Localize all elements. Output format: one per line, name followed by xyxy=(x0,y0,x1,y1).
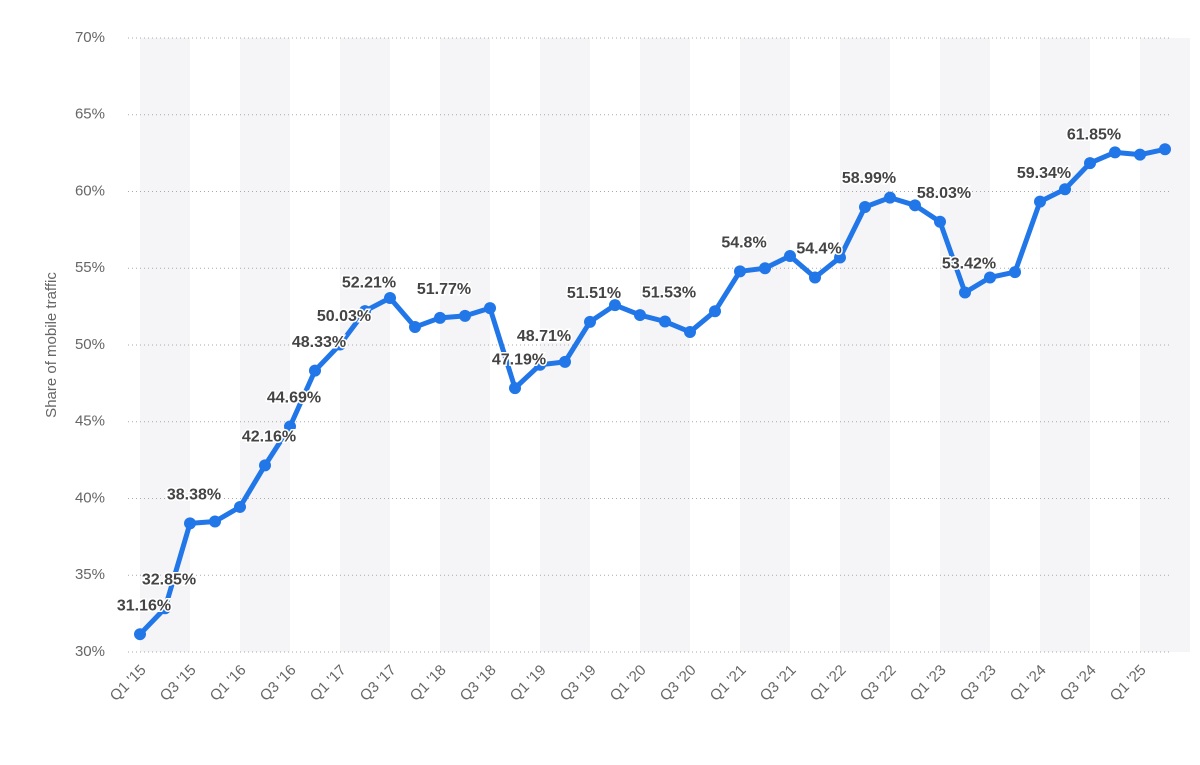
data-label: 51.77% xyxy=(417,281,471,298)
x-tick-label: Q1 '20 xyxy=(607,662,650,705)
marker xyxy=(1159,143,1171,156)
data-label: 48.71% xyxy=(517,328,571,345)
marker xyxy=(709,305,721,318)
data-label: 54.4% xyxy=(796,241,841,258)
y-tick-label: 30% xyxy=(75,643,105,660)
marker xyxy=(809,271,821,284)
x-tick-label: Q3 '20 xyxy=(657,662,700,705)
marker xyxy=(884,191,896,204)
y-tick-label: 55% xyxy=(75,259,105,276)
x-tick-label: Q3 '23 xyxy=(957,662,1000,705)
marker xyxy=(1034,195,1046,208)
marker xyxy=(534,358,546,371)
marker xyxy=(784,249,796,262)
marker xyxy=(309,364,321,377)
marker xyxy=(434,311,446,324)
marker xyxy=(384,292,396,305)
marker xyxy=(759,262,771,275)
data-label: 50.03% xyxy=(317,308,371,325)
marker xyxy=(209,515,221,528)
y-tick-label: 40% xyxy=(75,489,105,506)
data-label: 59.34% xyxy=(1017,165,1071,182)
x-tick-label: Q1 '22 xyxy=(807,662,850,705)
y-tick-label: 65% xyxy=(75,106,105,123)
marker xyxy=(259,459,271,472)
y-axis-label: Share of mobile traffic xyxy=(43,272,60,418)
y-tick-label: 70% xyxy=(75,29,105,46)
data-label: 51.51% xyxy=(567,285,621,302)
marker xyxy=(909,199,921,212)
data-label: 44.69% xyxy=(267,390,321,407)
x-tick-label: Q3 '21 xyxy=(757,662,800,705)
marker xyxy=(234,500,246,513)
marker xyxy=(1009,266,1021,279)
data-label: 32.85% xyxy=(142,571,196,588)
x-tick-label: Q3 '15 xyxy=(157,662,200,705)
x-tick-label: Q1 '25 xyxy=(1107,662,1150,705)
data-label: 48.33% xyxy=(292,334,346,351)
x-tick-label: Q3 '19 xyxy=(557,662,600,705)
data-label: 52.21% xyxy=(342,274,396,291)
x-tick-label: Q3 '16 xyxy=(257,662,300,705)
x-tick-label: Q3 '24 xyxy=(1057,662,1100,705)
marker xyxy=(984,271,996,284)
marker xyxy=(859,201,871,214)
x-tick-label: Q1 '23 xyxy=(907,662,950,705)
marker xyxy=(284,420,296,433)
marker xyxy=(584,315,596,328)
marker xyxy=(334,338,346,351)
x-tick-label: Q1 '17 xyxy=(307,662,350,705)
y-tick-label: 45% xyxy=(75,413,105,430)
x-tick-label: Q1 '19 xyxy=(507,662,550,705)
x-tick-label: Q3 '18 xyxy=(457,662,500,705)
marker xyxy=(734,265,746,278)
marker xyxy=(659,315,671,328)
data-label: 53.42% xyxy=(942,256,996,273)
marker xyxy=(184,517,196,530)
x-tick-label: Q1 '21 xyxy=(707,662,750,705)
marker xyxy=(409,321,421,334)
data-label: 58.03% xyxy=(917,185,971,202)
marker xyxy=(934,215,946,228)
marker xyxy=(834,251,846,264)
marker xyxy=(1059,183,1071,196)
marker xyxy=(634,309,646,322)
marker xyxy=(134,628,146,641)
y-tick-label: 60% xyxy=(75,182,105,199)
marker xyxy=(959,286,971,299)
data-label: 42.16% xyxy=(242,429,296,446)
data-label: 38.38% xyxy=(167,487,221,504)
x-tick-label: Q1 '18 xyxy=(407,662,450,705)
data-label: 51.53% xyxy=(642,285,696,302)
marker xyxy=(509,382,521,395)
data-label: 31.16% xyxy=(117,597,171,614)
x-tick-label: Q3 '22 xyxy=(857,662,900,705)
marker xyxy=(559,355,571,368)
marker xyxy=(359,305,371,318)
x-tick-label: Q1 '16 xyxy=(207,662,250,705)
data-label: 54.8% xyxy=(721,235,766,252)
marker xyxy=(684,325,696,338)
data-label: 58.99% xyxy=(842,170,896,187)
marker xyxy=(1134,148,1146,161)
data-label: 61.85% xyxy=(1067,126,1121,143)
x-tick-label: Q1 '24 xyxy=(1007,662,1050,705)
y-tick-label: 35% xyxy=(75,566,105,583)
marker xyxy=(1084,157,1096,170)
x-tick-label: Q1 '15 xyxy=(107,662,150,705)
data-label: 47.19% xyxy=(492,351,546,368)
marker xyxy=(1109,146,1121,159)
marker xyxy=(459,309,471,322)
marker xyxy=(609,299,621,312)
marker xyxy=(159,602,171,615)
x-tick-label: Q3 '17 xyxy=(357,662,400,705)
y-tick-label: 50% xyxy=(75,336,105,353)
marker xyxy=(484,302,496,315)
